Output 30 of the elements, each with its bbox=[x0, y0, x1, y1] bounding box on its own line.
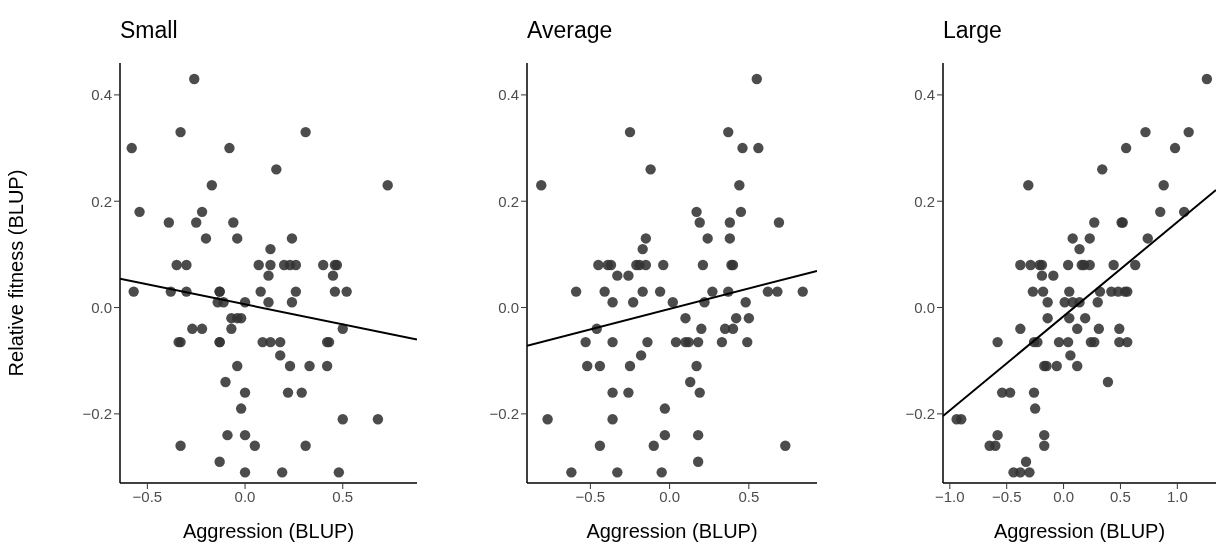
x-axis-title: Aggression (BLUP) bbox=[586, 520, 758, 542]
y-tick-label: 0.4 bbox=[91, 86, 112, 104]
y-tick-label: 0.0 bbox=[498, 298, 519, 316]
y-tick-label: 0.4 bbox=[498, 86, 519, 104]
x-tick-label: 0.5 bbox=[332, 487, 354, 505]
y-tick-label: 0.4 bbox=[914, 86, 935, 104]
x-tick-label: −1.0 bbox=[935, 487, 965, 505]
x-tick-label: 0.5 bbox=[738, 487, 760, 505]
y-tick-label: 0.2 bbox=[91, 192, 112, 210]
y-axis-title: Relative fitness (BLUP) bbox=[5, 169, 28, 377]
chart-title: Small bbox=[119, 16, 179, 45]
x-tick-label: 0.5 bbox=[1110, 487, 1131, 505]
y-tick-label: 0.2 bbox=[498, 192, 519, 210]
x-tick-label: 0.0 bbox=[659, 487, 681, 505]
x-tick-label: −0.5 bbox=[575, 487, 606, 505]
y-tick-label: −0.2 bbox=[82, 405, 112, 423]
y-tick-label: 0.0 bbox=[914, 298, 935, 316]
x-tick-label: 0.0 bbox=[234, 487, 256, 505]
x-tick-label: −0.5 bbox=[132, 487, 163, 505]
chart-title: Large bbox=[942, 16, 1003, 45]
x-tick-label: 0.0 bbox=[1053, 487, 1074, 505]
y-tick-label: 0.2 bbox=[914, 192, 935, 210]
chart-title: Average bbox=[526, 16, 614, 45]
y-tick-label: 0.0 bbox=[91, 298, 112, 316]
x-axis-title: Aggression (BLUP) bbox=[993, 520, 1166, 542]
x-axis-title: Aggression (BLUP) bbox=[182, 520, 355, 542]
y-tick-label: −0.2 bbox=[489, 405, 519, 423]
x-tick-label: 1.0 bbox=[1166, 487, 1188, 505]
y-tick-label: −0.2 bbox=[905, 405, 935, 423]
x-tick-label: −0.5 bbox=[991, 487, 1022, 505]
